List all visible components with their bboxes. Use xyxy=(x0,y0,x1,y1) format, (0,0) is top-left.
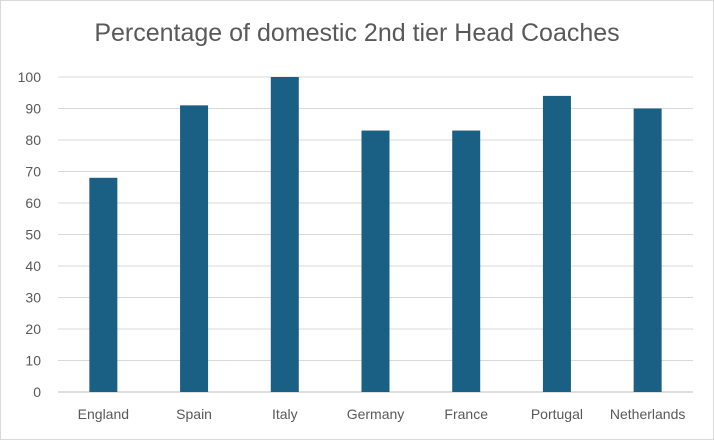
bar-portugal xyxy=(542,95,571,393)
x-tick-label: France xyxy=(444,406,488,422)
x-tick-label: Germany xyxy=(347,406,405,422)
bar-germany xyxy=(361,130,390,393)
x-tick-label: Netherlands xyxy=(610,406,686,422)
y-tick-label: 50 xyxy=(25,227,41,243)
y-tick-label: 20 xyxy=(25,321,41,337)
y-tick-label: 80 xyxy=(25,132,41,148)
y-tick-label: 10 xyxy=(25,353,41,369)
bars xyxy=(89,77,662,393)
x-tick-label: Italy xyxy=(272,406,298,422)
x-tick-label: Portugal xyxy=(531,406,583,422)
y-tick-label: 40 xyxy=(25,258,41,274)
bar-netherlands xyxy=(633,108,662,392)
bar-italy xyxy=(270,77,299,392)
x-tick-label: Spain xyxy=(176,406,212,422)
x-axis-ticks: England Spain Italy Germany France Portugal Ne… xyxy=(78,406,686,422)
y-tick-label: 30 xyxy=(25,290,41,306)
y-axis-ticks: 0 10 20 30 40 50 60 70 80 90 100 xyxy=(18,69,42,400)
bar-england xyxy=(89,177,118,392)
x-tick-label: England xyxy=(78,406,129,422)
y-tick-label: 90 xyxy=(25,101,41,117)
bar-france xyxy=(452,130,481,393)
chart-title: Percentage of domestic 2nd tier Head Coa… xyxy=(94,19,620,47)
bar-spain xyxy=(180,105,209,392)
y-tick-label: 70 xyxy=(25,164,41,180)
y-tick-label: 0 xyxy=(33,384,41,400)
y-tick-label: 60 xyxy=(25,195,41,211)
y-tick-label: 100 xyxy=(18,69,42,85)
